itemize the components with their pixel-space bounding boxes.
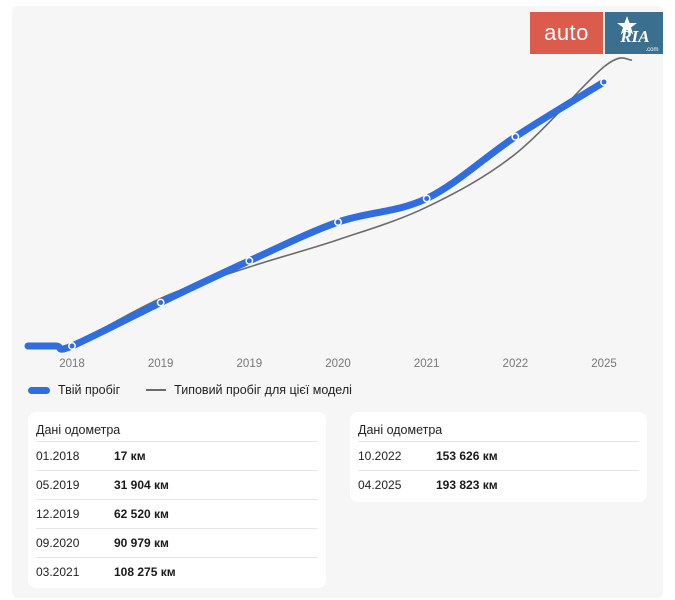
data-point — [334, 218, 342, 227]
data-point — [245, 256, 254, 265]
x-tick-label: 2025 — [591, 358, 617, 370]
odometer-title: Дані одометра — [36, 423, 121, 437]
divider — [36, 441, 318, 442]
odometer-value: 193 823 км — [436, 478, 498, 492]
ria-star-icon: RIA .com — [617, 16, 659, 53]
x-tick-label: 2020 — [325, 358, 351, 370]
odometer-row: 01.2018 17 км — [28, 442, 326, 470]
odometer-date: 04.2025 — [358, 478, 402, 492]
odometer-row: 12.2019 62 520 км — [28, 500, 326, 528]
chart-legend: Твій пробіг Типовий пробіг для цієї моде… — [28, 380, 352, 400]
logo-ria-badge: RIA .com — [605, 12, 663, 54]
odometer-value: 108 275 км — [114, 565, 176, 579]
odometer-table-right: Дані одометра 10.2022 153 626 км 04.2025… — [350, 412, 647, 502]
x-tick-label: 2022 — [503, 358, 529, 370]
logo-auto-text: auto — [530, 12, 603, 54]
data-point — [422, 194, 431, 203]
odometer-value: 62 520 км — [114, 507, 169, 521]
divider — [36, 557, 318, 558]
your-mileage-line — [24, 78, 608, 353]
odometer-row: 10.2022 153 626 км — [350, 442, 647, 470]
odometer-title: Дані одометра — [358, 423, 443, 437]
odometer-row: 04.2025 193 823 км — [350, 471, 647, 499]
legend-label-typical-mileage: Типовий пробіг для цієї моделі — [174, 383, 352, 397]
odometer-date: 10.2022 — [358, 449, 402, 463]
typical-mileage-line — [71, 57, 633, 347]
divider — [36, 528, 318, 529]
odometer-value: 153 626 км — [436, 449, 498, 463]
autoria-logo[interactable]: auto RIA .com — [530, 12, 663, 54]
odometer-table-left: Дані одометра 01.2018 17 км 05.2019 31 9… — [28, 412, 326, 588]
odometer-value: 17 км — [114, 449, 146, 463]
odometer-date: 05.2019 — [36, 478, 80, 492]
legend-label-your-mileage: Твій пробіг — [58, 383, 121, 397]
data-point — [600, 78, 608, 86]
x-tick-label: 2019 — [148, 358, 174, 370]
legend-swatch-typical-mileage — [146, 389, 167, 391]
x-tick-label: 2021 — [414, 358, 440, 370]
data-point — [68, 342, 76, 350]
odometer-value: 90 979 км — [114, 536, 169, 550]
data-point — [156, 298, 165, 307]
mileage-chart: 2018 2019 2019 2020 2021 2022 2025 — [24, 57, 633, 370]
odometer-row: 09.2020 90 979 км — [28, 529, 326, 557]
odometer-row: 05.2019 31 904 км — [28, 471, 326, 499]
odometer-date: 03.2021 — [36, 565, 80, 579]
divider — [36, 499, 318, 500]
x-tick-label: 2018 — [59, 358, 85, 370]
data-point — [511, 132, 520, 141]
divider — [358, 441, 639, 442]
odometer-row: 03.2021 108 275 км — [28, 558, 326, 586]
odometer-date: 09.2020 — [36, 536, 80, 550]
odometer-date: 01.2018 — [36, 449, 80, 463]
divider — [358, 470, 639, 471]
odometer-value: 31 904 км — [114, 478, 169, 492]
logo-ria-text: RIA — [619, 27, 649, 46]
legend-swatch-your-mileage — [28, 386, 50, 394]
divider — [36, 470, 318, 471]
x-tick-label: 2019 — [237, 358, 263, 370]
logo-ria-sub-text: .com — [645, 47, 658, 53]
odometer-date: 12.2019 — [36, 507, 80, 521]
